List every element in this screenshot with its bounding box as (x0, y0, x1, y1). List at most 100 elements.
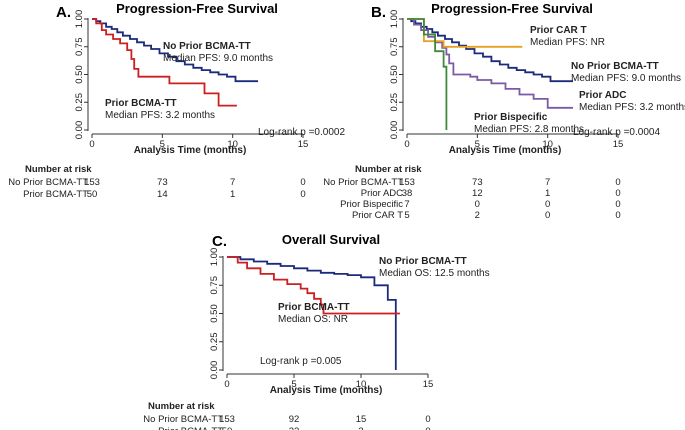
panel-b-risk-cell: 38 (402, 188, 413, 199)
panel-a-risk-cell: 14 (157, 189, 168, 200)
panel-b-median-car-t: Median PFS: NR (530, 37, 605, 48)
panel-c-risk-cell: 3 (358, 426, 363, 430)
panel-a-risk-cell: 153 (84, 177, 100, 188)
panel-c-risk-cell: 15 (356, 414, 367, 425)
panel-c-risk-cell: 153 (219, 414, 235, 425)
panel-a-curve-no-prior-bcma-tt (92, 18, 258, 83)
panel-b-y-tick-label: 0.00 (389, 121, 400, 140)
panel-c-y-tick-label: 1.00 (209, 248, 220, 267)
panel-a-risk-cell: 7 (230, 177, 235, 188)
panel-b-label-car-t: Prior CAR T (530, 25, 587, 36)
panel-c-letter: C. (212, 233, 227, 250)
panel-b-y-tick-label: 1.00 (389, 10, 400, 29)
panel-b-risk-cell: 0 (475, 199, 480, 210)
panel-c-risk-row-label: Prior BCMA-TT (158, 426, 223, 430)
panel-c-median-prior: Median OS: NR (278, 314, 348, 325)
panel-c-title: Overall Survival (282, 232, 380, 247)
panel-c-y-tick-label: 0.00 (209, 361, 220, 380)
panel-c-y-tick-label: 0.75 (209, 276, 220, 295)
panel-a-x-tick-label: 5 (160, 139, 165, 150)
panel-a-curve-prior-bcma-tt (92, 18, 237, 107)
panel-b-y-tick-label: 0.50 (389, 65, 400, 84)
panel-b-curve-no-prior-bcma-tt (407, 18, 573, 83)
panel-b-label-bispecific: Prior Bispecific (474, 112, 548, 123)
panel-c-label-prior: Prior BCMA-TT (278, 302, 350, 313)
panel-c-risk-row-label: No Prior BCMA-TT (143, 414, 223, 425)
panel-c-x-tick-label: 10 (356, 379, 367, 390)
panel-a-title: Progression-Free Survival (116, 1, 278, 16)
panel-a-x-tick-label: 15 (298, 139, 309, 150)
panel-c-risk-cell: 50 (222, 426, 233, 430)
panel-b-x-tick-label: 10 (542, 139, 553, 150)
panel-c-risk-cell: 92 (289, 414, 300, 425)
panel-c-x-tick-label: 5 (291, 379, 296, 390)
panel-a-y-tick-label: 1.00 (74, 10, 85, 29)
panel-a-risk-cell: 73 (157, 177, 168, 188)
panel-b-y-tick-label: 0.75 (389, 38, 400, 57)
panel-c: C. Overall Survival 0.00 0.25 0.50 0.75 1.00… (143, 232, 489, 430)
panel-a-plot: 0.00 0.25 0.50 0.75 1.00 0 5 10 15 (74, 10, 308, 150)
panel-c-y-tick-label: 0.25 (209, 333, 220, 352)
panel-b-median-no-prior: Median PFS: 9.0 months (571, 73, 681, 84)
panel-b-risk-row-label: Prior Bispecific (340, 199, 403, 210)
panel-c-risk-cell: 0 (425, 426, 430, 430)
panel-b: B. Progression-Free Survival 0.00 0.25 0.5… (323, 1, 685, 221)
panel-c-curve-prior-bcma-tt (227, 256, 400, 315)
panel-a-label-no-prior: No Prior BCMA-TT (163, 41, 251, 52)
panel-c-risk-cell: 22 (289, 426, 300, 430)
panel-c-label-no-prior: No Prior BCMA-TT (379, 256, 467, 267)
panel-a-x-axis-label: Analysis Time (months) (134, 145, 247, 156)
panel-b-x-tick-label: 15 (613, 139, 624, 150)
panel-b-median-adc: Median PFS: 3.2 months (579, 102, 685, 113)
panel-a-y-tick-label: 0.50 (74, 65, 85, 84)
panel-b-curve-prior-adc (407, 18, 573, 109)
panel-b-risk-cell: 0 (545, 210, 550, 221)
panel-b-risk-cell: 12 (472, 188, 483, 199)
panel-b-x-tick-label: 5 (475, 139, 480, 150)
panel-b-risk-row-label: No Prior BCMA-TT (323, 177, 403, 188)
panel-b-title: Progression-Free Survival (431, 1, 593, 16)
panel-b-label-adc: Prior ADC (579, 90, 626, 101)
panel-a-risk-row-label: No Prior BCMA-TT (8, 177, 88, 188)
panel-b-risk-cell: 0 (615, 188, 620, 199)
panel-b-risk-row-label: Prior ADC (361, 188, 403, 199)
panel-b-risk-cell: 5 (404, 210, 409, 221)
panel-c-median-no-prior: Median OS: 12.5 months (379, 268, 490, 279)
panel-b-x-axis-label: Analysis Time (months) (449, 145, 562, 156)
panel-a-y-tick-label: 0.75 (74, 38, 85, 57)
panel-b-risk-cell: 7 (404, 199, 409, 210)
panel-b-risk-cell: 0 (615, 199, 620, 210)
panel-b-risk-row-label: Prior CAR T (352, 210, 403, 221)
panel-b-curve-prior-bispecific (407, 18, 448, 130)
panel-a-risk-cell: 1 (230, 189, 235, 200)
panel-b-plot: 0.00 0.25 0.50 0.75 1.00 0 5 10 15 (389, 10, 623, 150)
panel-a-x-tick-label: 0 (89, 139, 94, 150)
panel-b-risk-cell: 0 (615, 177, 620, 188)
panel-b-y-tick-label: 0.25 (389, 93, 400, 112)
panel-c-risk-cell: 0 (425, 414, 430, 425)
panel-a-risk-header: Number at risk (25, 164, 92, 175)
panel-b-risk-cell: 73 (472, 177, 483, 188)
panel-b-label-no-prior: No Prior BCMA-TT (571, 61, 659, 72)
panel-a-y-tick-label: 0.00 (74, 121, 85, 140)
panel-c-curve-no-prior-bcma-tt (227, 256, 397, 370)
panel-b-x-tick-label: 0 (404, 139, 409, 150)
panel-a-median-prior: Median PFS: 3.2 months (105, 110, 215, 121)
panel-b-median-bispecific: Median PFS: 2.8 months (474, 124, 584, 135)
panel-b-risk-cell: 1 (545, 188, 550, 199)
panel-a-risk-cell: 50 (87, 189, 98, 200)
panel-c-x-axis-label: Analysis Time (months) (270, 385, 383, 396)
panel-c-risk-header: Number at risk (148, 401, 215, 412)
panel-b-risk-cell: 0 (615, 210, 620, 221)
panel-b-letter: B. (371, 4, 386, 21)
panel-a-logrank: Log-rank p =0.0002 (258, 127, 345, 138)
panel-c-logrank: Log-rank p =0.005 (260, 356, 342, 367)
panel-b-risk-cell: 153 (399, 177, 415, 188)
panel-a-y-tick-label: 0.25 (74, 93, 85, 112)
panel-a-label-prior: Prior BCMA-TT (105, 98, 177, 109)
panel-c-plot: 0.00 0.25 0.50 0.75 1.00 0 5 10 15 (209, 248, 433, 390)
